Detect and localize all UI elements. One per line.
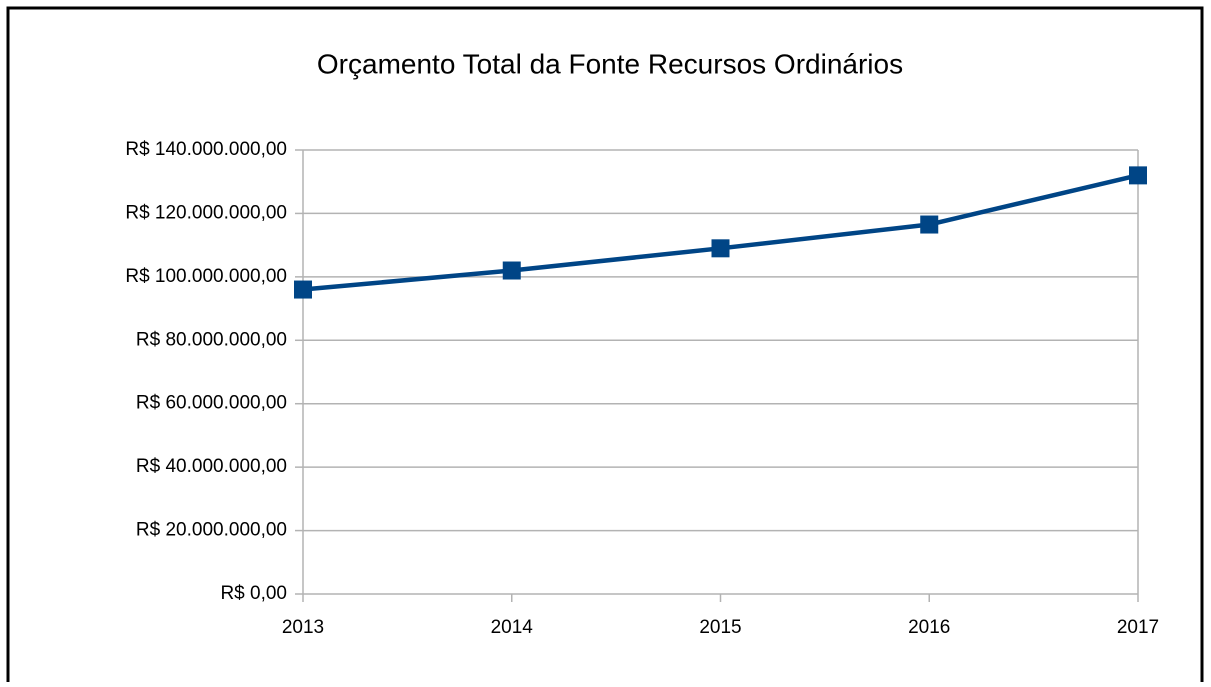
x-tick-label: 2014 [491, 617, 534, 638]
y-tick-label: R$ 20.000.000,00 [136, 520, 287, 541]
y-tick-label: R$ 40.000.000,00 [136, 456, 287, 477]
x-tick-label: 2017 [1117, 617, 1159, 638]
point-marker [294, 280, 312, 299]
chart-frame [6, 6, 1204, 687]
y-tick-label: R$ 60.000.000,00 [136, 393, 287, 414]
point-marker [711, 239, 730, 258]
x-tick-label: 2015 [699, 617, 741, 638]
chart-title: Orçamento Total da Fonte Recursos Ordiná… [317, 48, 903, 79]
y-tick-label: R$ 100.000.000,00 [125, 266, 287, 287]
y-tick-label: R$ 140.000.000,00 [125, 139, 287, 160]
x-tick-label: 2013 [282, 617, 324, 638]
point-marker [920, 215, 939, 234]
y-tick-label: R$ 0,00 [220, 583, 287, 604]
point-marker [502, 261, 521, 280]
y-tick-label: R$ 80.000.000,00 [136, 329, 287, 350]
point-marker [1129, 166, 1147, 185]
x-tick-label: 2016 [908, 617, 950, 638]
y-tick-label: R$ 120.000.000,00 [125, 202, 287, 223]
